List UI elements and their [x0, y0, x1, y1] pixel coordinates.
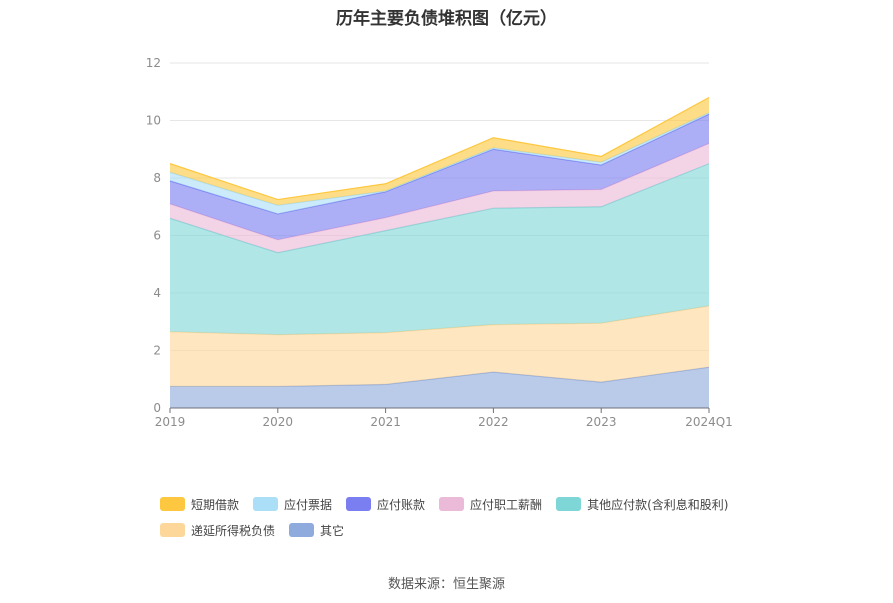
x-tick-label: 2020: [263, 415, 294, 429]
legend-item[interactable]: 应付职工薪酬: [439, 495, 542, 513]
area-series-layer: [169, 96, 710, 408]
legend-item[interactable]: 应付账款: [346, 495, 425, 513]
legend-swatch: [253, 497, 279, 511]
legend-item[interactable]: 应付票据: [253, 495, 332, 513]
legend-item[interactable]: 短期借款: [160, 495, 239, 513]
x-tick-label: 2021: [370, 415, 401, 429]
legend-item[interactable]: 递延所得税负债: [160, 521, 275, 539]
legend-label: 其它: [320, 523, 345, 538]
y-tick-label: 12: [146, 56, 161, 70]
stacked-area-chart: 0 2 4 6 8 10 12 2019 2020 2021 2022 2023 2024Q1: [146, 56, 733, 429]
legend-swatch: [160, 497, 185, 511]
legend-label: 递延所得税负债: [191, 523, 276, 538]
legend-swatch: [160, 523, 185, 537]
legend-swatch: [439, 497, 465, 511]
y-tick-label: 0: [153, 401, 161, 415]
legend-swatch: [556, 497, 582, 511]
chart-title: 历年主要负债堆积图（亿元）: [336, 9, 557, 29]
x-tick-label: 2024Q1: [685, 415, 733, 429]
y-tick-label: 2: [153, 344, 161, 358]
legend-item[interactable]: 其他应付款(含利息和股利): [556, 495, 728, 513]
legend-swatch: [346, 497, 372, 511]
data-source: 数据来源：恒生聚源: [387, 577, 505, 592]
legend-label: 应付职工薪酬: [470, 497, 543, 512]
area-series-edge-6: [169, 96, 710, 201]
area-series-2: [170, 163, 709, 335]
legend: 短期借款 应付票据 应付账款 应付职工薪酬 其他应付款(含利息和股利) 递延所得税负债 其它: [160, 495, 780, 547]
area-series-0: [170, 367, 709, 408]
area-series-3: [170, 143, 709, 253]
x-tick-label: 2022: [478, 415, 509, 429]
axes: 0 2 4 6 8 10 12 2019 2020 2021 2022 2023 2024Q1: [146, 56, 733, 429]
x-tick-label: 2023: [586, 415, 617, 429]
legend-label: 短期借款: [191, 497, 240, 512]
legend-label: 应付账款: [377, 497, 426, 512]
area-series-1: [170, 305, 709, 387]
y-tick-label: 6: [153, 229, 161, 243]
y-tick-label: 10: [146, 114, 161, 128]
area-series-5: [170, 112, 709, 214]
legend-label: 其他应付款(含利息和股利): [587, 497, 729, 512]
y-tick-label: 4: [153, 286, 161, 300]
area-series-4: [170, 114, 709, 240]
y-tick-label: 8: [153, 171, 161, 185]
legend-item[interactable]: 其它: [289, 521, 344, 539]
legend-label: 应付票据: [284, 497, 333, 512]
legend-swatch: [289, 523, 315, 537]
x-tick-label: 2019: [155, 415, 186, 429]
